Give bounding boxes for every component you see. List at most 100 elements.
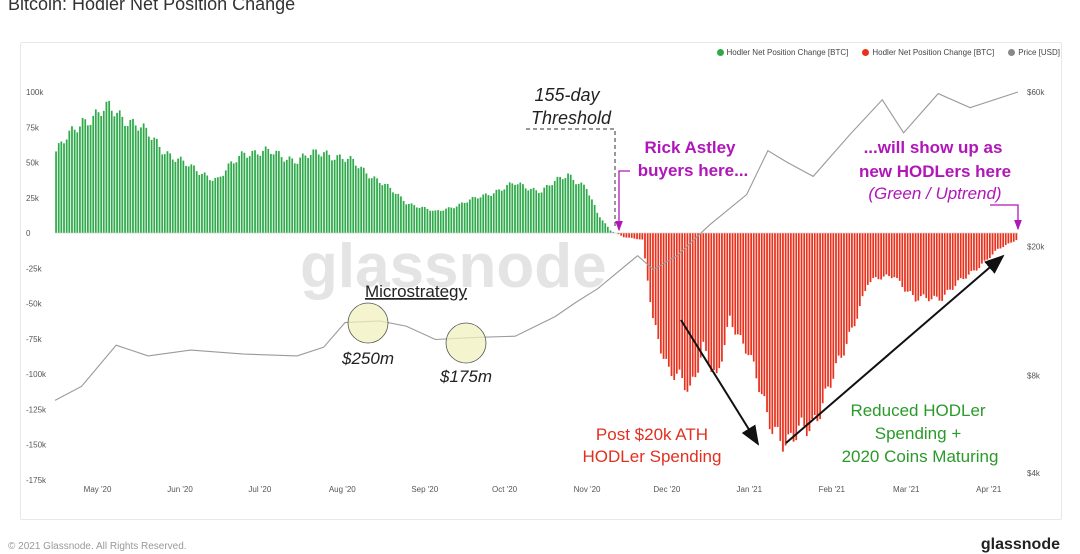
bar xyxy=(1007,232,1010,244)
bar xyxy=(638,232,641,240)
bar xyxy=(588,194,591,234)
bar xyxy=(887,232,891,277)
bar xyxy=(137,130,140,234)
bar xyxy=(399,196,403,234)
bar xyxy=(704,232,708,352)
bar xyxy=(609,230,612,234)
bar xyxy=(657,232,660,340)
legend-item-red[interactable]: Hodler Net Position Change [BTC] xyxy=(862,48,994,57)
bar xyxy=(466,202,469,234)
bar xyxy=(720,232,724,362)
bar xyxy=(505,184,509,234)
bar xyxy=(343,161,347,234)
bar xyxy=(901,232,904,288)
bar xyxy=(983,232,986,262)
bar xyxy=(739,232,742,336)
m175-label: $175m xyxy=(439,367,492,386)
bar xyxy=(646,232,649,282)
bar xyxy=(290,158,294,234)
bar xyxy=(877,232,880,280)
bar xyxy=(927,232,931,302)
reduced-line3: 2020 Coins Maturing xyxy=(842,447,999,466)
y-tick-label: -100k xyxy=(26,370,47,379)
bar xyxy=(561,178,564,234)
bar xyxy=(341,158,344,234)
bar xyxy=(245,157,249,234)
bar xyxy=(248,155,251,234)
green-uptrend-label: (Green / Uptrend) xyxy=(868,184,1001,203)
y-right-tick-label: $60k xyxy=(1027,88,1045,97)
legend-item-green[interactable]: Hodler Net Position Change [BTC] xyxy=(716,48,848,57)
bar xyxy=(436,209,440,234)
x-tick-label: Mar '21 xyxy=(893,485,920,494)
bar xyxy=(123,125,127,234)
bar xyxy=(999,232,1002,249)
y-axis-right: $60k $20k $8k $4k xyxy=(1027,88,1045,478)
bar xyxy=(176,158,180,234)
recovery-arrow xyxy=(785,254,1005,444)
bar xyxy=(564,177,567,234)
bar xyxy=(282,161,286,234)
bar xyxy=(333,159,336,234)
bar xyxy=(980,232,984,264)
bar xyxy=(903,232,907,293)
bar xyxy=(651,232,655,319)
bar xyxy=(54,151,58,234)
bar xyxy=(497,189,501,234)
bar xyxy=(86,124,90,234)
bar xyxy=(407,203,411,234)
bar xyxy=(641,232,644,240)
bar xyxy=(152,137,156,234)
bar xyxy=(171,159,175,234)
bar xyxy=(84,118,87,234)
bar xyxy=(434,210,437,234)
bar xyxy=(405,203,408,234)
bar xyxy=(155,138,159,234)
bar xyxy=(824,232,827,389)
bar xyxy=(537,192,541,234)
bar xyxy=(121,116,124,234)
bar xyxy=(731,232,734,328)
bar xyxy=(781,232,785,453)
x-tick-label: Aug '20 xyxy=(329,485,356,494)
bar xyxy=(686,232,689,393)
bar xyxy=(402,200,405,234)
y-tick-label: -175k xyxy=(26,476,47,485)
bar xyxy=(134,125,137,234)
x-tick-label: Nov '20 xyxy=(574,485,601,494)
bar xyxy=(110,110,113,234)
bar xyxy=(845,232,848,345)
bar xyxy=(911,232,915,296)
bar xyxy=(667,232,671,368)
bar xyxy=(863,232,867,292)
bar xyxy=(389,187,392,234)
bar xyxy=(619,232,623,236)
bar xyxy=(455,206,458,234)
bar xyxy=(797,232,801,427)
bar xyxy=(373,176,376,234)
bar xyxy=(126,125,129,234)
bar xyxy=(277,150,281,234)
will-line2: new HODLers here xyxy=(859,162,1011,181)
bar xyxy=(285,159,289,234)
bar xyxy=(192,165,196,234)
bar xyxy=(484,193,488,234)
bar xyxy=(760,232,763,395)
bar xyxy=(606,226,610,234)
bar xyxy=(251,150,254,234)
bar xyxy=(187,166,190,234)
bar xyxy=(508,181,511,234)
bar xyxy=(198,174,201,234)
bar xyxy=(834,232,838,364)
price-line xyxy=(54,91,1019,401)
bar xyxy=(206,175,209,234)
bar xyxy=(532,187,535,234)
bar xyxy=(702,232,705,343)
bar xyxy=(556,176,559,234)
bar xyxy=(439,210,442,234)
bar xyxy=(306,157,310,234)
legend-item-price[interactable]: Price [USD] xyxy=(1008,48,1060,57)
copyright-text: © 2021 Glassnode. All Rights Reserved. xyxy=(8,541,187,552)
bar xyxy=(943,232,946,296)
page-title: Bitcoin: Hodler Net Position Change xyxy=(8,0,296,14)
